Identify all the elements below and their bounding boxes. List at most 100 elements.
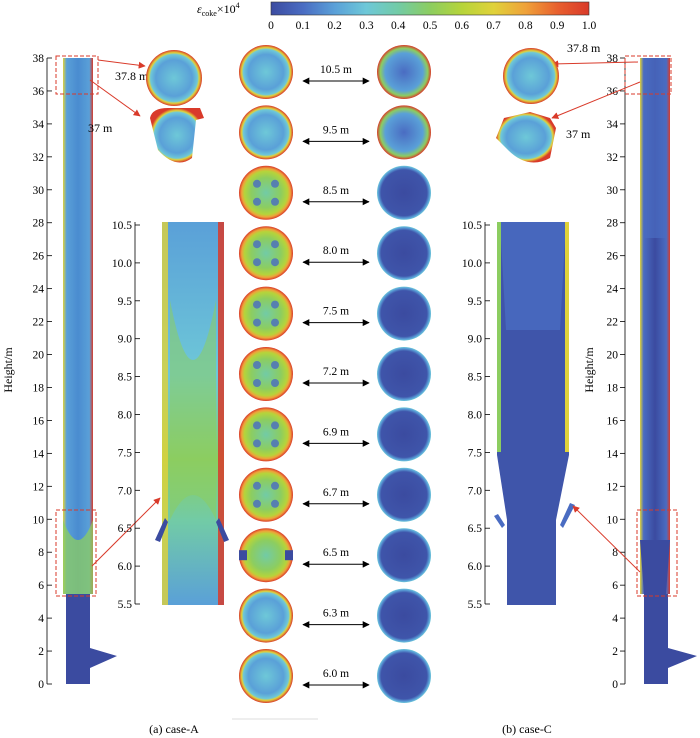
- axis-tick-label: 28: [607, 218, 619, 230]
- case-a-label-37-8: 37.8 m: [115, 69, 149, 83]
- case-a-arrow-zoom: [91, 497, 161, 567]
- axis-tick-label: 22: [607, 317, 619, 329]
- axis-tick-label: 30: [607, 185, 619, 197]
- case-c-section-slice: [377, 528, 431, 583]
- case-a-bottom-box: [55, 509, 97, 597]
- case-a-slice-vortex: [271, 240, 279, 249]
- zoom-axis-tick-label: 6.0: [468, 561, 483, 573]
- case-a-slice-vortex: [271, 179, 279, 188]
- case-a-section-slice: [239, 105, 293, 160]
- right-axis-title: Height/m: [582, 347, 596, 393]
- case-a-top-slices: 37.8 m 37 m: [88, 50, 204, 163]
- zoom-c-left-wall: [497, 222, 501, 452]
- case-c-column-upper: [644, 58, 666, 238]
- case-c-slice-37-8: [503, 48, 559, 104]
- axis-tick-label: 20: [607, 350, 619, 362]
- case-c-label-37: 37 m: [566, 127, 591, 141]
- case-a-slice-vortex: [271, 499, 279, 508]
- case-c-zoom: 5.5 6.0 6.5 7.0 7.5 8.0 8.5 9.0 9.5 10.0 10.5: [462, 220, 575, 611]
- case-a-slice-vortex: [253, 361, 261, 369]
- case-a-section-slice: [239, 528, 293, 583]
- case-c-section-slice: [377, 286, 431, 341]
- axis-tick-label: 12: [607, 481, 619, 493]
- case-a-section-slice: [239, 467, 293, 522]
- case-a-slice-vortex: [253, 240, 261, 249]
- left-axis-title: Height/m: [1, 347, 15, 393]
- colorbar-tick-label: 0.4: [391, 20, 406, 32]
- zoom-axis-tick-label: 8.0: [468, 410, 483, 422]
- case-a-slice-vortex: [271, 361, 279, 369]
- case-c-arrow-37: [551, 81, 641, 119]
- axis-tick-label: 12: [33, 481, 45, 493]
- colorbar-ticks: 0 0.1 0.2 0.3 0.4 0.5 0.6 0.7 0.8 0.9 1.0: [268, 20, 596, 32]
- case-a-slice-vortex: [253, 179, 261, 188]
- zoom-axis-tick-label: 10.5: [462, 220, 482, 232]
- zoom-axis-tick-label: 8.5: [468, 372, 483, 384]
- case-a-inlet: [90, 648, 117, 668]
- case-c-top-slices: 37.8 m 37 m: [496, 41, 601, 163]
- section-height-label: 9.5 m: [323, 124, 349, 136]
- case-c-section-slice: [377, 467, 431, 522]
- zoom-c-left-nozzle: [494, 514, 505, 528]
- case-a-section-slice: [239, 649, 293, 703]
- axis-tick-label: 24: [33, 284, 45, 296]
- case-c-bottom-box: [636, 509, 678, 597]
- zoom-axis-tick-label: 6.5: [118, 523, 133, 535]
- caption-case-a: (a) case-A: [149, 722, 199, 736]
- axis-tick-label: 10: [33, 514, 45, 526]
- case-a-slice-vortex: [253, 499, 261, 508]
- colorbar-tick-label: 0.9: [550, 20, 565, 32]
- axis-tick-label: 34: [33, 119, 45, 131]
- axis-tick-label: 10: [607, 514, 619, 526]
- case-a-slice-vortex: [253, 300, 261, 309]
- zoom-a-left-nozzle: [155, 518, 168, 542]
- case-a-section-slice: [239, 588, 293, 643]
- colorbar-tick-label: 0.7: [486, 20, 501, 32]
- case-c-section-slice: [377, 649, 431, 703]
- axis-tick-label: 14: [33, 448, 45, 460]
- colorbar-tick-label: 0: [268, 20, 274, 32]
- case-c-section-slice: [377, 588, 431, 643]
- zoom-axis-tick-label: 7.0: [118, 485, 133, 497]
- caption-case-c: (b) case-C: [502, 722, 552, 736]
- axis-tick-label: 8: [38, 547, 44, 559]
- axis-tick-label: 4: [38, 613, 44, 625]
- zoom-axis-tick-label: 9.5: [118, 296, 133, 308]
- axis-tick-label: 24: [607, 284, 619, 296]
- case-c-label-37-8: 37.8 m: [567, 41, 601, 55]
- case-a-label-37: 37 m: [88, 121, 113, 135]
- colorbar-tick-label: 0.2: [327, 20, 342, 32]
- axis-tick-label: 6: [38, 580, 44, 592]
- section-height-label: 7.2 m: [323, 366, 349, 378]
- zoom-a-left-wall: [162, 222, 168, 605]
- case-a-arrow-37-8: [97, 59, 146, 69]
- case-a-slice-vortex: [271, 379, 279, 387]
- section-height-label: 8.5 m: [323, 185, 349, 197]
- case-c-arrow-zoom: [572, 505, 641, 573]
- zoom-a-axis-ticks: 5.5 6.0 6.5 7.0 7.5 8.0 8.5 9.0 9.5 10.0 10.5: [112, 220, 140, 611]
- case-a-slice-vortex: [253, 318, 261, 327]
- case-a-slice-37-8: [146, 50, 202, 106]
- axis-tick-label: 14: [607, 448, 619, 460]
- section-height-label: 10.5 m: [320, 64, 352, 76]
- axis-tick-label: 18: [607, 382, 619, 394]
- case-c-section-slice: [377, 347, 431, 401]
- axis-tick-label: 32: [33, 152, 45, 164]
- case-a-section-slice: [239, 286, 293, 341]
- case-c-column-bottom-zone: [640, 540, 670, 594]
- case-a-slice-37: [150, 108, 204, 163]
- axis-tick-label: 0: [38, 679, 44, 691]
- case-a-slice-vortex: [253, 439, 261, 448]
- case-a-section-slice: [239, 226, 293, 281]
- zoom-a-right-nozzle: [216, 518, 229, 542]
- zoom-axis-tick-label: 10.0: [462, 258, 482, 270]
- axis-tick-label: 2: [612, 646, 618, 658]
- case-a-section-slice: [239, 45, 293, 99]
- case-a-top-box: [55, 55, 99, 95]
- colorbar-tick-label: 0.6: [455, 20, 470, 32]
- case-c-inlet: [668, 648, 697, 668]
- zoom-c-right-wall: [565, 222, 569, 452]
- case-c-section-slice: [377, 407, 431, 462]
